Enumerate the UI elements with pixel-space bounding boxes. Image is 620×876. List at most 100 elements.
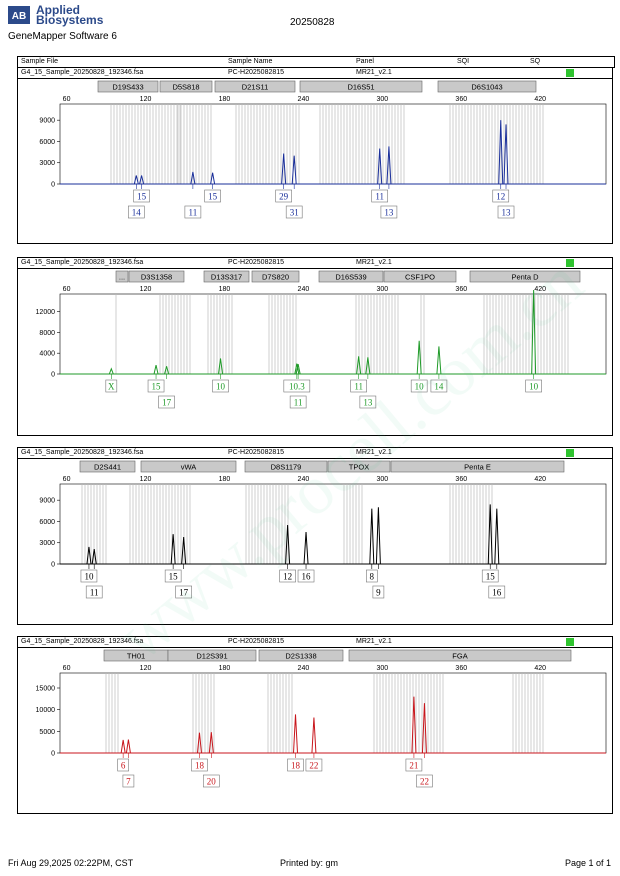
- allele-label: 10: [84, 572, 94, 582]
- allele-box: [380, 205, 398, 219]
- brand-line2: Biosystems: [36, 13, 104, 27]
- plot-frame: [59, 672, 607, 754]
- allele-box: [297, 569, 315, 583]
- allele-box: [212, 379, 229, 393]
- y-tick-label: 15000: [36, 686, 56, 693]
- x-tick-label: 420: [534, 665, 546, 672]
- marker-label: D2S441: [94, 463, 121, 472]
- allele-box: [147, 379, 165, 393]
- peak: [369, 508, 375, 565]
- chart-svg: ... D3S1358 D13S317 D7S820 D16S539 CSF1PO Pent…: [36, 270, 607, 409]
- allele-box: [416, 774, 433, 788]
- peak: [365, 357, 371, 375]
- allele-box: [492, 189, 510, 203]
- allele-box: [525, 379, 542, 393]
- marker-label: ...: [119, 273, 125, 282]
- x-tick-label: 300: [376, 286, 388, 293]
- peak: [503, 124, 509, 185]
- peak: [91, 549, 97, 565]
- peak: [190, 171, 196, 185]
- allele-label: 15: [486, 572, 496, 582]
- allele-box: [366, 569, 378, 583]
- x-tick-label: 120: [140, 286, 152, 293]
- software-name: GeneMapper Software 6: [8, 31, 117, 42]
- footer-printed-by: Printed by: gm: [280, 858, 339, 868]
- panel-name: MR21_v2.1: [356, 259, 392, 266]
- allele-label: 6: [121, 761, 126, 771]
- marker-bar: [251, 270, 300, 283]
- allele-label: 15: [208, 192, 218, 202]
- peak: [153, 365, 159, 375]
- marker-label: D7S820: [262, 273, 289, 282]
- peak: [295, 364, 301, 375]
- peak: [498, 120, 504, 185]
- marker-label: CSF1PO: [405, 273, 435, 282]
- allele-label: 17: [162, 398, 172, 408]
- allele-box: [204, 189, 221, 203]
- electropherogram-panel-blue: G4_15_Sample_20250828_192346.fsa PC-H202…: [17, 67, 613, 244]
- allele-box: [158, 395, 175, 409]
- allele-box: [133, 189, 150, 203]
- x-tick-label: 300: [376, 96, 388, 103]
- x-tick-label: 60: [63, 96, 71, 103]
- x-tick-label: 360: [455, 665, 467, 672]
- panel-name: MR21_v2.1: [356, 638, 392, 645]
- marker-bar: [97, 80, 159, 93]
- allele-box: [497, 205, 515, 219]
- allele-box: [371, 189, 389, 203]
- y-tick-label: 0: [51, 372, 55, 379]
- allele-box: [285, 205, 303, 219]
- col-panel: Panel: [356, 58, 374, 65]
- allele-label: 10: [415, 382, 425, 392]
- peak: [108, 367, 114, 375]
- allele-label: 22: [309, 761, 318, 771]
- allele-box: [305, 758, 323, 772]
- x-tick-label: 60: [63, 286, 71, 293]
- peak: [291, 155, 297, 185]
- marker-bar: [159, 80, 213, 93]
- allele-label: 9: [376, 588, 381, 598]
- sample-file: G4_15_Sample_20250828_192346.fsa: [21, 638, 144, 645]
- y-tick-label: 8000: [39, 330, 55, 337]
- allele-label: 13: [502, 208, 512, 218]
- marker-label: Penta E: [464, 463, 491, 472]
- allele-box: [122, 774, 135, 788]
- peak: [281, 153, 287, 185]
- peak: [164, 366, 170, 375]
- x-tick-label: 180: [219, 286, 231, 293]
- peak: [377, 148, 383, 185]
- peak: [139, 175, 145, 185]
- quality-ok-icon: [566, 69, 574, 77]
- marker-bar: [244, 460, 328, 473]
- peak: [196, 732, 202, 754]
- x-tick-label: 240: [298, 286, 310, 293]
- y-tick-label: 3000: [39, 540, 55, 547]
- allele-box: [410, 379, 428, 393]
- panel-name: MR21_v2.1: [356, 449, 392, 456]
- marker-label: D12S391: [196, 652, 227, 661]
- y-tick-label: 10000: [36, 707, 56, 714]
- allele-box: [430, 379, 448, 393]
- x-tick-label: 60: [63, 476, 71, 483]
- marker-label: D13S317: [211, 273, 242, 282]
- quality-ok-icon: [566, 638, 574, 646]
- col-sq: SQ: [530, 58, 541, 65]
- marker-label: Penta D: [511, 273, 539, 282]
- marker-bar: [348, 649, 572, 662]
- marker-bar: [469, 270, 581, 283]
- applied-biosystems-logo: AB: [8, 6, 30, 24]
- allele-box: [481, 569, 499, 583]
- peak: [303, 532, 309, 565]
- panel-name: MR21_v2.1: [356, 69, 392, 76]
- electropherogram-panel-green: G4_15_Sample_20250828_192346.fsa PC-H202…: [17, 257, 613, 436]
- marker-bar: [140, 460, 237, 473]
- allele-label: 10.3: [289, 382, 305, 392]
- marker-label: D3S1358: [141, 273, 172, 282]
- x-tick-label: 60: [63, 665, 71, 672]
- allele-label: 11: [189, 208, 198, 218]
- marker-label: D16S539: [335, 273, 366, 282]
- allele-label: 10: [216, 382, 226, 392]
- marker-bar: [327, 460, 391, 473]
- sample-name: PC-H2025082815: [228, 638, 285, 645]
